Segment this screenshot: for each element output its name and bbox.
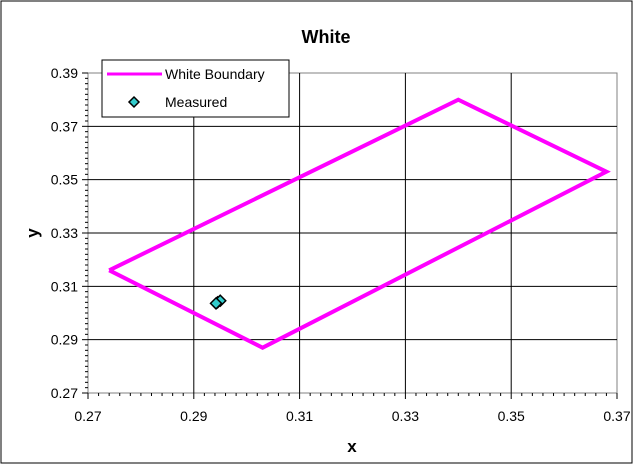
y-tick-label: 0.29 xyxy=(51,332,78,348)
y-tick-label: 0.37 xyxy=(51,118,78,134)
x-tick-label: 0.29 xyxy=(180,408,207,424)
x-axis-label: x xyxy=(347,437,357,456)
x-tick-label: 0.35 xyxy=(498,408,525,424)
y-tick-label: 0.31 xyxy=(51,278,78,294)
y-axis-label: y xyxy=(23,228,42,238)
series-layer xyxy=(108,97,611,350)
y-tick-label: 0.27 xyxy=(51,385,78,401)
grid xyxy=(88,73,617,393)
ticks: 0.27 0.29 0.31 0.33 0.35 0.37 0.27 0.29 0.31 0.33… xyxy=(51,65,631,424)
legend-label-boundary: White Boundary xyxy=(165,66,265,82)
measured-point xyxy=(209,296,223,310)
y-tick-label: 0.35 xyxy=(51,172,78,188)
y-tick-label: 0.39 xyxy=(51,65,78,81)
y-tick-label: 0.33 xyxy=(51,225,78,241)
x-tick-label: 0.27 xyxy=(74,408,101,424)
legend-diamond-swatch xyxy=(127,95,141,109)
x-tick-label: 0.33 xyxy=(392,408,419,424)
legend-label-measured: Measured xyxy=(165,94,227,110)
legend: White Boundary Measured xyxy=(101,59,290,118)
white-boundary-line xyxy=(108,97,611,350)
x-tick-label: 0.37 xyxy=(603,408,630,424)
x-tick-label: 0.31 xyxy=(286,408,313,424)
legend-box xyxy=(101,59,290,118)
chart-title: White xyxy=(302,27,351,47)
